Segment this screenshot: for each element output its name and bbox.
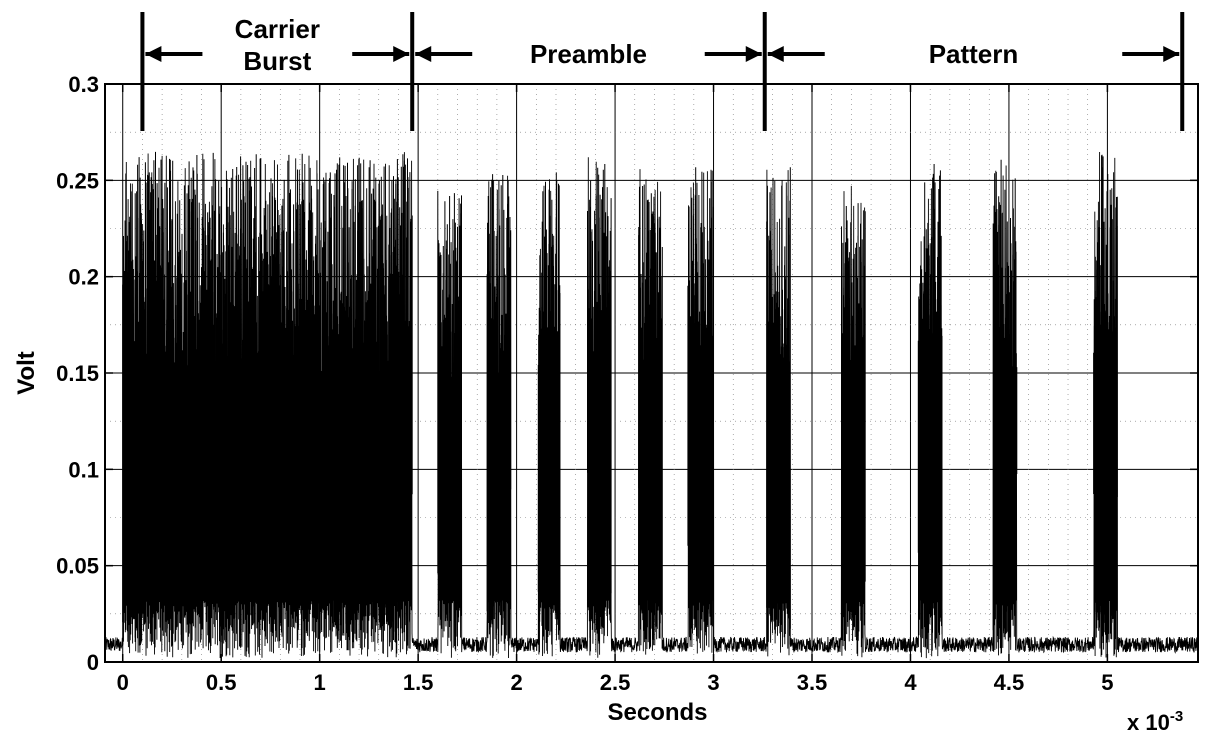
segment-label: Burst <box>243 46 311 76</box>
burst <box>587 164 612 638</box>
segment-label: Pattern <box>929 39 1019 69</box>
burst <box>766 167 791 643</box>
x-axis-multiplier-base: x 10 <box>1127 710 1170 735</box>
burst <box>638 184 663 639</box>
burst <box>122 151 413 643</box>
x-axis-multiplier-exponent: -3 <box>1170 708 1183 725</box>
burst-core <box>1093 156 1118 640</box>
x-tick-label: 3.5 <box>797 670 828 695</box>
burst-core <box>537 172 561 641</box>
burst <box>437 190 462 638</box>
burst-core <box>122 151 413 643</box>
y-tick-label: 0 <box>87 650 99 675</box>
segment-arrow-head <box>145 46 162 62</box>
y-axis-label: Volt <box>13 351 40 395</box>
axis-ticks: 0 0.5 1 1.5 2 2.5 3 3.5 4 4.5 5 0 0.05 0.1 0.15 0.2 0.25… <box>56 72 1198 695</box>
y-tick-label: 0.1 <box>68 457 99 482</box>
burst-core <box>841 203 866 641</box>
burst <box>1093 156 1118 640</box>
burst-core <box>486 174 512 635</box>
x-tick-label: 5 <box>1101 670 1113 695</box>
segment-arrow-head <box>415 46 432 62</box>
signal-trace <box>104 151 1199 659</box>
segment-arrow-head <box>767 46 784 62</box>
y-tick-label: 0.15 <box>56 361 99 386</box>
x-tick-label: 1 <box>314 670 326 695</box>
burst-core <box>917 164 943 639</box>
y-tick-label: 0.05 <box>56 554 99 579</box>
burst <box>992 159 1018 643</box>
segment-label: Carrier <box>235 14 320 44</box>
burst-core <box>437 190 462 638</box>
segment-arrow-head <box>745 46 762 62</box>
burst-core <box>638 184 663 639</box>
segment-arrow-head <box>1163 46 1180 62</box>
burst-core <box>687 167 714 637</box>
y-tick-label: 0.3 <box>68 72 99 97</box>
burst <box>687 167 714 637</box>
burst <box>841 203 866 641</box>
burst <box>486 174 512 635</box>
burst-core <box>587 164 612 638</box>
x-tick-label: 3 <box>707 670 719 695</box>
y-tick-label: 0.2 <box>68 265 99 290</box>
x-axis-label: Seconds <box>607 699 707 726</box>
burst-core <box>766 167 791 643</box>
x-tick-label: 4.5 <box>994 670 1025 695</box>
burst <box>537 172 561 641</box>
segment-label: Preamble <box>530 39 647 69</box>
x-tick-label: 0 <box>117 670 129 695</box>
x-tick-label: 0.5 <box>206 670 237 695</box>
burst <box>917 164 943 639</box>
y-tick-label: 0.25 <box>56 168 99 193</box>
x-tick-label: 2 <box>510 670 522 695</box>
x-tick-label: 1.5 <box>403 670 434 695</box>
x-tick-label: 2.5 <box>600 670 631 695</box>
x-tick-label: 4 <box>904 670 917 695</box>
burst-core <box>992 159 1018 643</box>
x-axis-multiplier: x 10-3 <box>1127 708 1183 735</box>
segment-arrow-head <box>393 46 410 62</box>
